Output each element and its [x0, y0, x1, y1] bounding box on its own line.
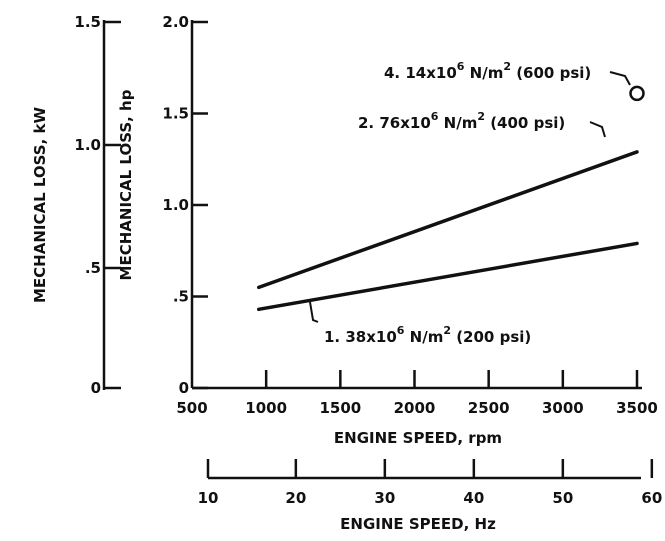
hp-tick-label: 0	[179, 379, 189, 397]
series-400-psi-line	[257, 150, 639, 290]
hp-tick-label: .5	[173, 288, 189, 306]
hz-tick-label: 40	[463, 489, 484, 507]
kw-tick-label: 1.0	[74, 136, 101, 154]
hz-tick-label: 60	[641, 489, 662, 507]
hz-tick-label: 10	[198, 489, 219, 507]
hz-axis-ticks: 10 20 30 40 50 60	[198, 459, 662, 507]
hp-tick-label: 1.5	[162, 105, 189, 123]
hp-tick-label: 1.0	[162, 196, 189, 214]
rpm-tick-label: 3500	[616, 399, 658, 417]
rpm-tick-label: 500	[176, 399, 207, 417]
rpm-axis-title: ENGINE SPEED, rpm	[334, 429, 502, 447]
hz-tick-label: 30	[374, 489, 395, 507]
rpm-tick-label: 2500	[468, 399, 510, 417]
series-600-psi-point	[629, 85, 645, 102]
hz-tick-label: 20	[285, 489, 306, 507]
hz-axis-title: ENGINE SPEED, Hz	[340, 515, 496, 533]
leader-600-psi	[609, 71, 631, 86]
kw-tick-label: 1.5	[74, 13, 101, 31]
hp-axis-title: MECHANICAL LOSS, hp	[117, 89, 135, 280]
series-200-psi-line	[257, 241, 639, 312]
kw-tick-label: .5	[85, 259, 101, 277]
leader-200-psi	[309, 301, 319, 323]
leader-400-psi	[589, 121, 606, 138]
label-600-psi: 4. 14x106 N/m2 (600 psi)	[384, 60, 591, 82]
label-400-psi: 2. 76x106 N/m2 (400 psi)	[358, 110, 565, 132]
data-marks	[257, 85, 645, 312]
hz-tick-label: 50	[552, 489, 573, 507]
rpm-tick-label: 1500	[319, 399, 361, 417]
rpm-tick-label: 1000	[245, 399, 287, 417]
label-200-psi: 1. 38x106 N/m2 (200 psi)	[324, 324, 531, 346]
rpm-tick-label: 2000	[394, 399, 436, 417]
hp-axis-ticks: 0 .5 1.0 1.5 2.0	[162, 13, 208, 397]
kw-tick-label: 0	[91, 379, 101, 397]
hp-tick-label: 2.0	[162, 13, 189, 31]
kw-axis-title: MECHANICAL LOSS, kW	[31, 107, 49, 303]
kw-axis-ticks: 0 .5 1.0 1.5	[74, 13, 121, 397]
rpm-tick-label: 3000	[542, 399, 584, 417]
rpm-axis-ticks: 500 1000 1500 2000 2500 3000 3500	[176, 370, 658, 417]
